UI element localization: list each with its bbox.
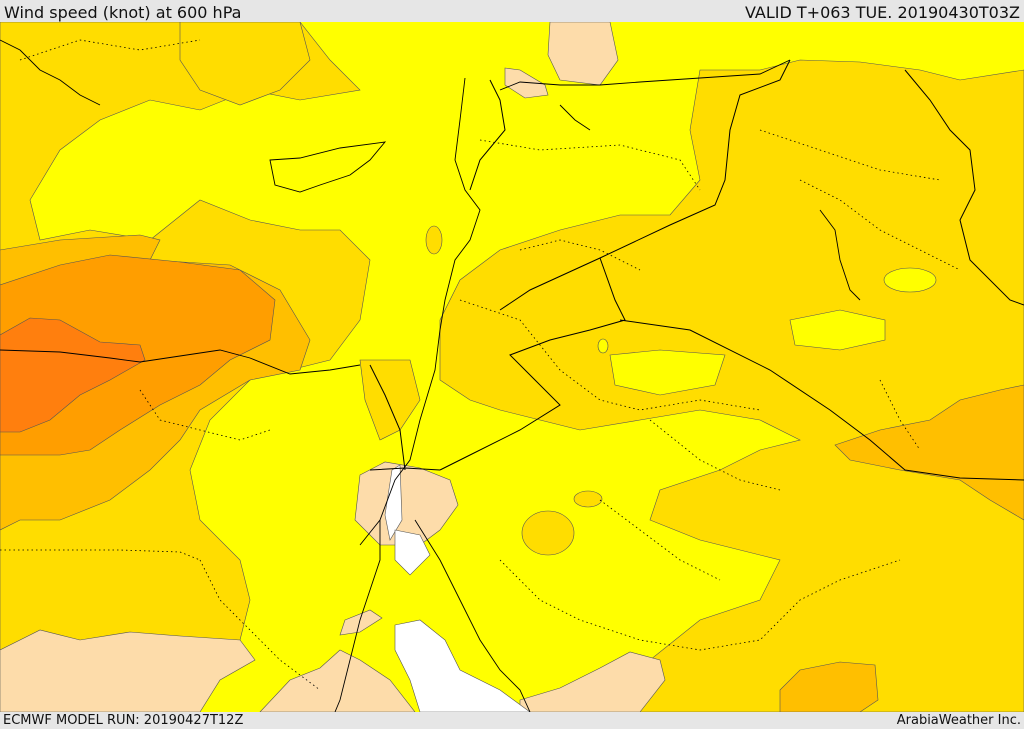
header-bar: Wind speed (knot) at 600 hPa VALID T+063… <box>0 0 1024 22</box>
brand-label: ArabiaWeather Inc. <box>896 713 1021 728</box>
footer-bar: ECMWF MODEL RUN: 20190427T12Z ArabiaWeat… <box>0 712 1024 729</box>
internal-boundaries <box>0 39 961 691</box>
valid-time-label: VALID T+063 TUE. 20190430T03Z <box>744 3 1020 22</box>
deep-orange-regions <box>0 317 146 433</box>
weather-map <box>0 22 1024 712</box>
yellow-islands <box>597 267 937 396</box>
map-canvas <box>0 22 1024 712</box>
coastlines <box>0 39 861 712</box>
map-title: Wind speed (knot) at 600 hPa <box>4 3 242 22</box>
model-run-label: ECMWF MODEL RUN: 20190427T12Z <box>3 713 244 728</box>
borders <box>369 59 1024 481</box>
peach-regions <box>0 22 666 712</box>
white-regions <box>384 464 531 712</box>
